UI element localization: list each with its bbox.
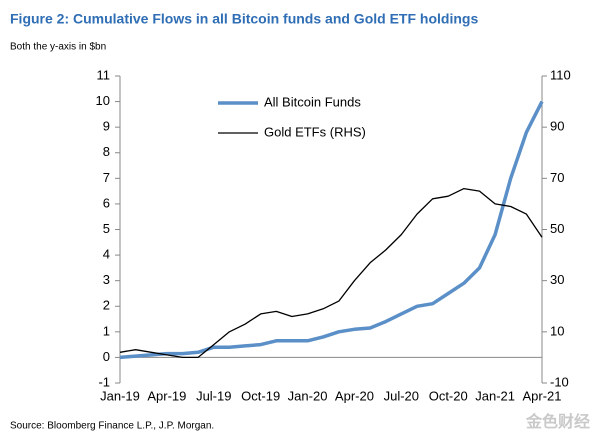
x-tick-label: Apr-21: [522, 388, 561, 403]
y-tick-label: 7: [103, 170, 110, 185]
y2-tick-label: 10: [550, 323, 564, 338]
y2-tick-label: 110: [550, 67, 571, 82]
y2-tick-label: 90: [550, 119, 564, 134]
y2-tick-label: -10: [550, 374, 569, 389]
y2-tick-label: 70: [550, 170, 564, 185]
y-tick-label: -1: [98, 374, 110, 389]
x-tick-label: Apr-20: [335, 388, 374, 403]
legend-label: Gold ETFs (RHS): [264, 124, 366, 139]
y2-tick-label: 30: [550, 272, 564, 287]
series-line: [119, 187, 543, 359]
x-tick-label: Oct-20: [429, 388, 468, 403]
chart-title: Figure 2: Cumulative Flows in all Bitcoi…: [10, 11, 478, 27]
x-tick-label: Jul-19: [196, 388, 231, 403]
source-note: Source: Bloomberg Finance L.P., J.P. Mor…: [10, 421, 214, 432]
x-tick-label: Jan-19: [100, 388, 140, 403]
series-line: [119, 100, 544, 360]
x-tick-label: Jan-21: [475, 388, 515, 403]
x-tick-label: Apr-19: [147, 388, 186, 403]
legend-label: All Bitcoin Funds: [264, 94, 361, 109]
y-tick-label: 8: [103, 144, 110, 159]
x-tick-label: Jan-20: [288, 388, 328, 403]
y-tick-label: 10: [96, 93, 110, 108]
watermark: 金色财经: [525, 412, 590, 431]
y-tick-label: 11: [97, 67, 111, 82]
x-tick-label: Jul-20: [384, 388, 419, 403]
y-tick-label: 4: [103, 247, 110, 262]
y-tick-label: 5: [103, 221, 110, 236]
y-tick-label: 6: [103, 195, 110, 210]
y-tick-label: 1: [103, 323, 110, 338]
y-tick-label: 2: [103, 298, 110, 313]
y-tick-label: 0: [103, 349, 110, 364]
y2-tick-label: 50: [550, 221, 564, 236]
y-tick-label: 3: [103, 272, 110, 287]
x-tick-label: Oct-19: [241, 388, 280, 403]
chart-subtitle: Both the y-axis in $bn: [10, 42, 106, 53]
y-tick-label: 9: [103, 119, 110, 134]
